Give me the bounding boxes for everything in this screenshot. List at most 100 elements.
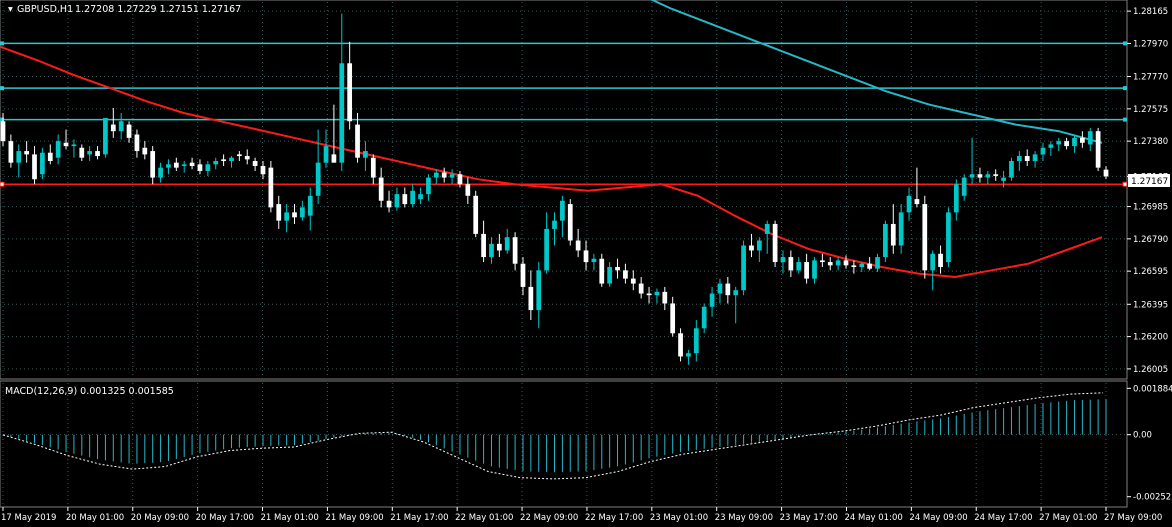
macd-histogram [2, 399, 1107, 473]
time-tick-label: 21 May 17:00 [390, 513, 448, 523]
candle-body [47, 152, 53, 162]
time-tick-label: 23 May 09:00 [715, 513, 773, 523]
candle-body [103, 117, 108, 155]
candle-body [851, 265, 857, 268]
price-tick-label: 1.27380 [1133, 137, 1168, 147]
candle-body [670, 303, 676, 334]
price-tick-label: 1.26200 [1133, 333, 1168, 343]
candle-body [1040, 147, 1046, 155]
candle-body [615, 267, 620, 271]
macd-pane[interactable] [0, 380, 1128, 508]
candle-body [835, 260, 841, 266]
symbol-arrow-icon[interactable]: ▾ [8, 4, 13, 15]
current-price-marker: 1.27167 [1128, 174, 1170, 187]
candles [0, 13, 1109, 365]
candle-body [331, 154, 337, 163]
horizontal-levels[interactable] [0, 41, 1128, 187]
candle-body [693, 328, 699, 354]
candle-body [764, 223, 770, 234]
candle-body [898, 212, 904, 246]
candle-body [87, 151, 93, 155]
candle-body [560, 200, 565, 221]
level-handle[interactable] [1123, 117, 1127, 122]
candle-body [654, 291, 660, 296]
candle-body [1032, 154, 1038, 162]
chart-header: ▾ GBPUSD,H1 1.27208 1.27229 1.27151 1.27… [8, 4, 241, 15]
candle-body [32, 154, 37, 180]
candle-body [158, 167, 163, 178]
candle-body [749, 245, 754, 251]
level-handle[interactable] [0, 41, 4, 46]
macd-axis[interactable]: 0.001884 0.00 -0.002522 [1127, 384, 1172, 503]
price-tick-label: 1.27770 [1133, 73, 1168, 83]
level-handle[interactable] [0, 86, 4, 91]
candle-body [8, 141, 14, 163]
candle-body [205, 164, 211, 171]
candle-body [0, 121, 6, 142]
price-tick-label: 1.26790 [1133, 235, 1168, 245]
level-handle[interactable] [1123, 41, 1127, 46]
candle-body [394, 194, 400, 208]
level-handle[interactable] [1122, 181, 1128, 187]
candle-body [363, 151, 368, 158]
candle-body [347, 63, 353, 122]
candle-body [150, 151, 156, 178]
candle-body [890, 223, 896, 246]
candle-body [969, 174, 975, 178]
candle-body [181, 164, 187, 166]
price-tick-label: 1.27970 [1133, 39, 1168, 49]
candle-body [938, 253, 943, 268]
candle-body [717, 283, 723, 294]
candle-body [315, 162, 321, 196]
candle-body [433, 172, 439, 178]
candle-body [134, 134, 140, 152]
price-grid [0, 2, 1127, 378]
price-tick-label: 1.28165 [1133, 7, 1168, 17]
candle-body [79, 147, 85, 158]
candle-body [197, 164, 203, 171]
candle-body [1072, 137, 1077, 147]
candle-body [906, 195, 912, 213]
level-handle[interactable] [0, 181, 5, 187]
candle-body [662, 291, 668, 304]
candle-body [300, 207, 305, 218]
candle-body [686, 353, 691, 357]
macd-tick-label: -0.002522 [1133, 493, 1172, 503]
time-tick-label: 27 May 09:00 [1104, 513, 1162, 523]
candle-body [260, 165, 266, 175]
candle-body [1080, 137, 1085, 143]
level-handle[interactable] [0, 117, 4, 122]
candle-body [859, 263, 865, 268]
candle-body [1048, 144, 1054, 148]
candle-body [1001, 177, 1006, 181]
candle-body [473, 195, 479, 234]
candle-body [1103, 169, 1109, 177]
candle-body [583, 250, 589, 263]
candle-body [370, 157, 376, 178]
candle-body [323, 146, 329, 163]
candle-body [386, 200, 392, 208]
price-tick-label: 1.27575 [1133, 105, 1168, 115]
price-tick-label: 1.26005 [1133, 365, 1168, 375]
time-axis[interactable]: 17 May 2019 20 May 01:00 20 May 09:00 20 Ma… [1, 507, 1162, 523]
candle-body [16, 151, 22, 163]
macd-label: MACD(12,26,9) 0.001325 0.001585 [5, 386, 174, 397]
candle-body [95, 151, 100, 157]
macd-signal-line [2, 392, 1104, 480]
candle-body [544, 228, 549, 271]
time-tick-label: 20 May 01:00 [66, 513, 124, 523]
price-pane[interactable] [0, 0, 1128, 380]
price-tick-label: 1.26595 [1133, 267, 1168, 277]
level-handle[interactable] [1123, 86, 1127, 91]
candle-body [953, 184, 959, 213]
candle-body [733, 290, 739, 296]
candle-body [591, 258, 597, 263]
candle-body [780, 257, 786, 263]
candle-body [772, 223, 778, 263]
macd-tick-label: 0.00 [1133, 431, 1152, 441]
candle-body [1009, 161, 1014, 178]
candle-body [599, 258, 605, 284]
candle-body [623, 270, 628, 279]
moving-averages [0, 0, 1103, 279]
